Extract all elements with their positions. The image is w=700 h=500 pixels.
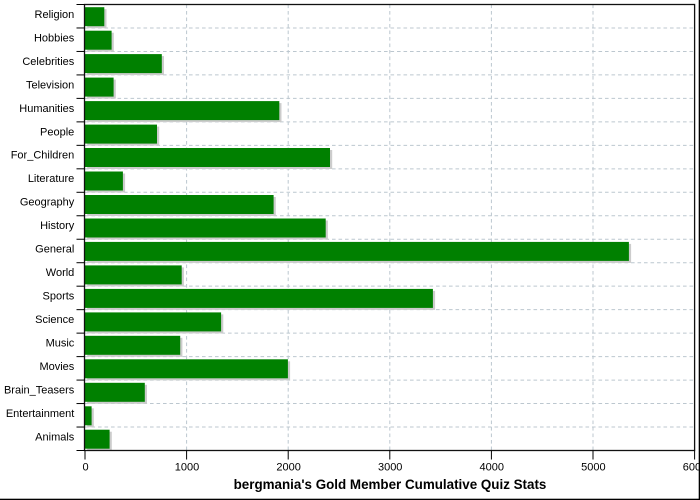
svg-text:bergmania's Gold Member Cumula: bergmania's Gold Member Cumulative Quiz … xyxy=(234,477,547,492)
svg-text:History: History xyxy=(40,220,75,232)
svg-text:3000: 3000 xyxy=(378,462,402,474)
svg-text:Literature: Literature xyxy=(28,173,74,185)
svg-text:Entertainment: Entertainment xyxy=(6,408,74,420)
svg-text:1000: 1000 xyxy=(175,462,199,474)
svg-text:0: 0 xyxy=(82,462,88,474)
svg-text:Television: Television xyxy=(26,79,74,91)
svg-text:4000: 4000 xyxy=(480,462,504,474)
svg-text:Animals: Animals xyxy=(35,431,75,443)
svg-text:Music: Music xyxy=(46,338,75,350)
svg-text:Brain_Teasers: Brain_Teasers xyxy=(4,385,75,397)
svg-text:Geography: Geography xyxy=(20,197,75,209)
svg-text:Celebrities: Celebrities xyxy=(22,56,74,68)
svg-text:Religion: Religion xyxy=(35,9,75,21)
svg-text:For_Children: For_Children xyxy=(11,150,75,162)
svg-text:2000: 2000 xyxy=(276,462,300,474)
svg-text:5000: 5000 xyxy=(581,462,605,474)
svg-text:Hobbies: Hobbies xyxy=(34,32,75,44)
svg-text:World: World xyxy=(46,267,75,279)
svg-text:Humanities: Humanities xyxy=(19,103,75,115)
svg-text:Sports: Sports xyxy=(43,291,75,303)
svg-text:People: People xyxy=(40,126,74,138)
svg-text:Movies: Movies xyxy=(39,361,74,373)
svg-text:6000: 6000 xyxy=(683,462,700,474)
svg-text:Science: Science xyxy=(35,314,74,326)
svg-text:General: General xyxy=(35,244,74,256)
